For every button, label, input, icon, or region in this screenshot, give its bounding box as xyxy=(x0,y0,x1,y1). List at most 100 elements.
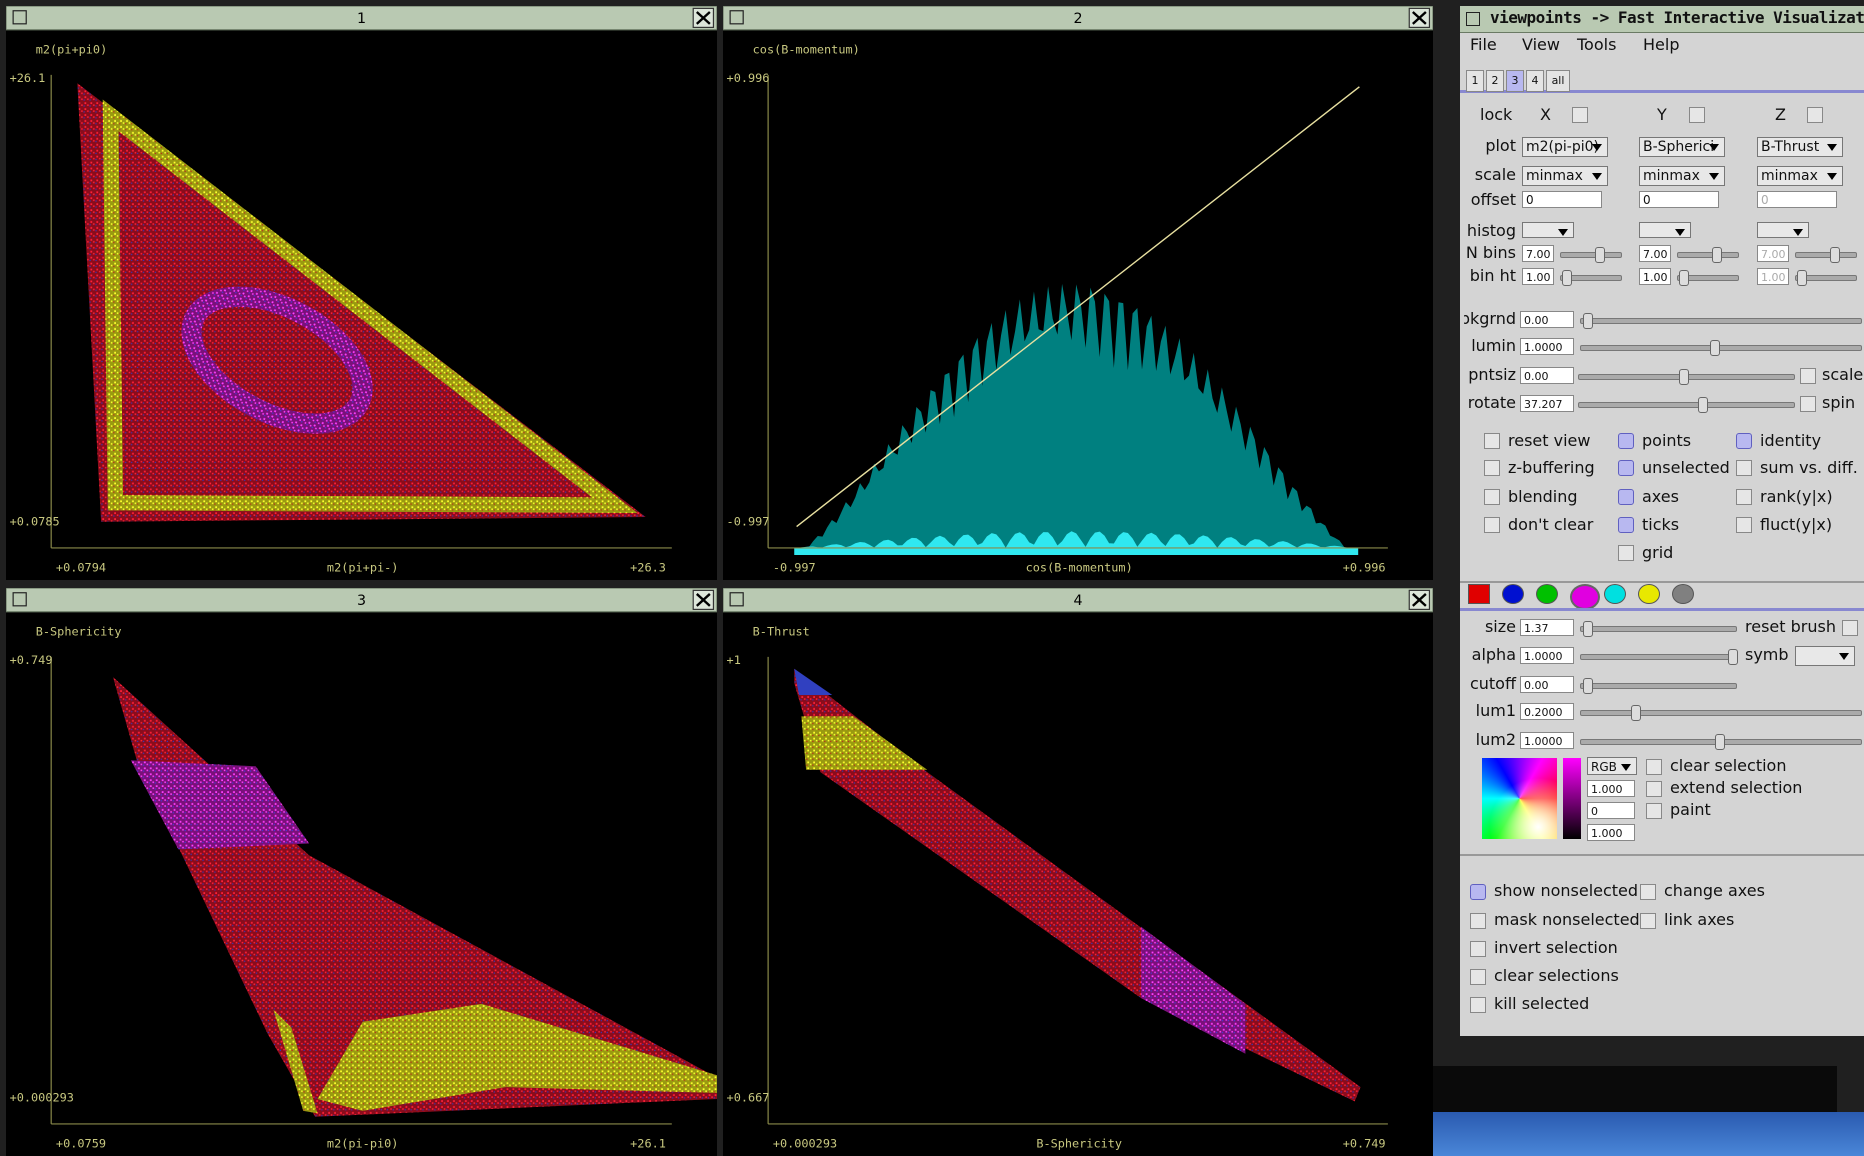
number-field[interactable]: 1.0000 xyxy=(1520,732,1574,749)
slider-knob[interactable] xyxy=(1679,270,1689,286)
number-field[interactable]: 0.00 xyxy=(1520,311,1574,328)
checkbox[interactable] xyxy=(1470,884,1486,900)
checkbox[interactable] xyxy=(1470,913,1486,929)
menu-item[interactable]: Tools xyxy=(1577,35,1617,54)
checkbox[interactable] xyxy=(1646,759,1662,775)
number-field[interactable]: 7.00 xyxy=(1757,245,1789,262)
y-max-label: +0.749 xyxy=(10,653,53,667)
histog-dropdown[interactable] xyxy=(1639,222,1691,238)
tab[interactable]: 3 xyxy=(1506,70,1524,92)
menu-item[interactable]: File xyxy=(1470,35,1497,54)
color-swatch[interactable] xyxy=(1672,584,1694,604)
spin-field[interactable]: 0 xyxy=(1757,191,1837,208)
checkbox[interactable] xyxy=(1646,781,1662,797)
number-field[interactable]: 1.0000 xyxy=(1520,647,1574,664)
number-field[interactable]: 1.00 xyxy=(1522,268,1554,285)
close-button[interactable] xyxy=(692,589,715,610)
slider-knob[interactable] xyxy=(1698,397,1708,413)
slider-knob[interactable] xyxy=(1583,621,1593,637)
checkbox[interactable] xyxy=(1646,803,1662,819)
lock-checkbox[interactable] xyxy=(1807,107,1823,123)
checkbox[interactable] xyxy=(1618,545,1634,561)
checkbox[interactable] xyxy=(1618,517,1634,533)
checkbox[interactable] xyxy=(1736,433,1752,449)
slider-knob[interactable] xyxy=(1583,678,1593,694)
slider-knob[interactable] xyxy=(1710,340,1720,356)
menu-item[interactable]: Help xyxy=(1643,35,1680,54)
color-swatch[interactable] xyxy=(1536,584,1558,604)
symbol-dropdown[interactable] xyxy=(1795,646,1855,666)
tab[interactable]: all xyxy=(1546,70,1570,92)
checkbox[interactable] xyxy=(1736,517,1752,533)
dropdown[interactable]: minmax xyxy=(1639,166,1725,186)
color-swatch[interactable] xyxy=(1638,584,1660,604)
color-swatch[interactable] xyxy=(1604,584,1626,604)
checkbox[interactable] xyxy=(1618,433,1634,449)
slider-knob[interactable] xyxy=(1715,734,1725,750)
slider-knob[interactable] xyxy=(1728,649,1738,665)
lock-checkbox[interactable] xyxy=(1689,107,1705,123)
luminance-bar[interactable] xyxy=(1563,758,1581,839)
checkbox[interactable] xyxy=(1800,396,1816,412)
lock-checkbox[interactable] xyxy=(1572,107,1588,123)
checkbox[interactable] xyxy=(1736,489,1752,505)
checkbox[interactable] xyxy=(1470,969,1486,985)
slider-knob[interactable] xyxy=(1797,270,1807,286)
dropdown[interactable]: B-Thrust xyxy=(1757,137,1843,157)
close-button[interactable] xyxy=(692,7,715,28)
number-field[interactable]: 1.000 xyxy=(1587,824,1635,841)
number-field[interactable]: 0.00 xyxy=(1520,676,1574,693)
spin-field[interactable]: 0 xyxy=(1639,191,1719,208)
checkbox[interactable] xyxy=(1800,368,1816,384)
checkbox[interactable] xyxy=(1484,517,1500,533)
color-swatch[interactable] xyxy=(1502,584,1524,604)
slider-knob[interactable] xyxy=(1712,247,1722,263)
slider-knob[interactable] xyxy=(1595,247,1605,263)
number-field[interactable]: 1.0000 xyxy=(1520,338,1574,355)
histog-dropdown[interactable] xyxy=(1522,222,1574,238)
color-swatch[interactable] xyxy=(1468,584,1490,604)
tab[interactable]: 4 xyxy=(1526,70,1544,92)
number-field[interactable]: 7.00 xyxy=(1639,245,1671,262)
slider-knob[interactable] xyxy=(1679,369,1689,385)
color-wheel[interactable] xyxy=(1482,758,1557,839)
color-swatch[interactable] xyxy=(1570,584,1600,610)
slider-knob[interactable] xyxy=(1631,705,1641,721)
number-field[interactable]: 1.00 xyxy=(1757,268,1789,285)
number-field[interactable]: 7.00 xyxy=(1522,245,1554,262)
dropdown[interactable]: m2(pi-pi0) xyxy=(1522,137,1608,157)
number-field[interactable]: 37.207 xyxy=(1520,395,1574,412)
number-field[interactable]: 1.37 xyxy=(1520,619,1574,636)
checkbox[interactable] xyxy=(1640,913,1656,929)
color-mode-dropdown[interactable]: RGB xyxy=(1587,757,1637,775)
histog-dropdown[interactable] xyxy=(1757,222,1809,238)
checkbox[interactable] xyxy=(1618,460,1634,476)
slider-knob[interactable] xyxy=(1830,247,1840,263)
checkbox[interactable] xyxy=(1470,941,1486,957)
number-field[interactable]: 1.000 xyxy=(1587,780,1635,797)
dropdown[interactable]: minmax xyxy=(1757,166,1843,186)
number-field[interactable]: 0.2000 xyxy=(1520,703,1574,720)
tab[interactable]: 2 xyxy=(1486,70,1504,92)
slider-knob[interactable] xyxy=(1583,313,1593,329)
close-button[interactable] xyxy=(1408,7,1431,28)
number-field[interactable]: 0.00 xyxy=(1520,367,1574,384)
checkbox[interactable] xyxy=(1484,433,1500,449)
checkbox[interactable] xyxy=(1736,460,1752,476)
checkbox[interactable] xyxy=(1618,489,1634,505)
checkbox[interactable] xyxy=(1640,884,1656,900)
dropdown[interactable]: B-Spherici xyxy=(1639,137,1725,157)
checkbox[interactable] xyxy=(1484,489,1500,505)
x-axis-label: cos(B-momentum) xyxy=(1026,561,1133,575)
slider-knob[interactable] xyxy=(1562,270,1572,286)
checkbox[interactable] xyxy=(1842,620,1858,636)
number-field[interactable]: 1.00 xyxy=(1639,268,1671,285)
checkbox[interactable] xyxy=(1484,460,1500,476)
spin-field[interactable]: 0 xyxy=(1522,191,1602,208)
number-field[interactable]: 0 xyxy=(1587,802,1635,819)
close-button[interactable] xyxy=(1408,589,1431,610)
tab[interactable]: 1 xyxy=(1466,70,1484,92)
dropdown[interactable]: minmax xyxy=(1522,166,1608,186)
menu-item[interactable]: View xyxy=(1522,35,1560,54)
checkbox[interactable] xyxy=(1470,997,1486,1013)
